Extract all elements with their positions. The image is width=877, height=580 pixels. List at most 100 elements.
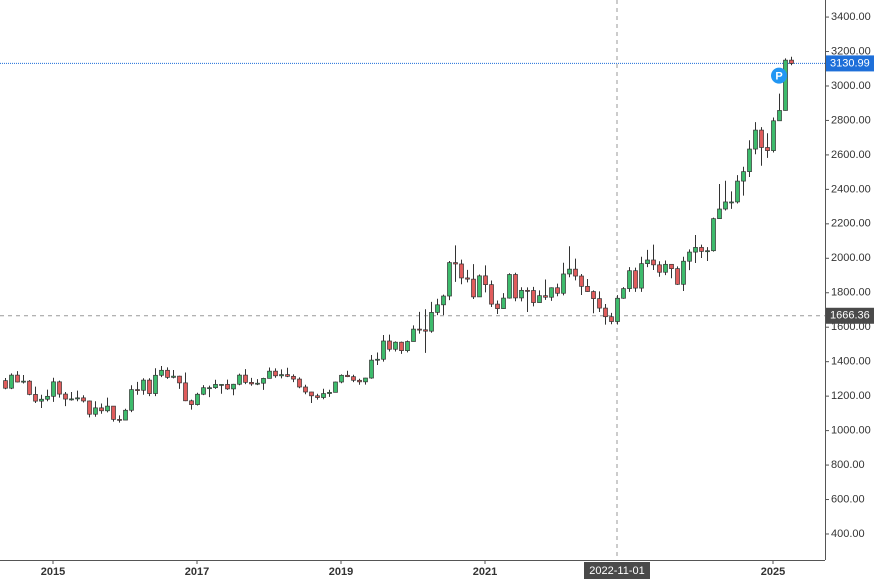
candle-body — [141, 379, 146, 391]
candle-body — [639, 263, 644, 289]
candle-body — [777, 110, 782, 122]
candle-body — [9, 374, 14, 389]
candle-body — [465, 277, 470, 280]
candle-body — [663, 263, 668, 273]
candle-body — [567, 268, 572, 275]
candle-body — [123, 409, 128, 421]
candle-body — [429, 312, 434, 332]
candle-body — [717, 208, 722, 220]
candle-body — [729, 201, 734, 204]
candle-body — [261, 378, 266, 384]
candle-body — [735, 180, 740, 203]
candle-body — [159, 369, 164, 376]
candle-body — [531, 290, 536, 303]
candle-body — [675, 268, 680, 285]
y-tick-label: 800.00 — [831, 459, 865, 471]
candle-body — [243, 374, 248, 383]
candle-body — [153, 374, 158, 394]
candle-body — [399, 341, 404, 351]
crosshair-y-box — [826, 307, 874, 324]
marker-label: P — [775, 71, 782, 83]
candle-body — [459, 263, 464, 279]
candle-body — [315, 395, 320, 398]
candle-body — [369, 359, 374, 379]
last-price-label: 3130.99 — [830, 57, 870, 69]
candle-body — [57, 381, 62, 395]
candle-body — [699, 247, 704, 252]
candle-body — [417, 328, 422, 331]
candle-body — [609, 316, 614, 322]
candle-body — [33, 394, 38, 402]
candle-body — [759, 129, 764, 148]
candle-body — [129, 389, 134, 411]
candle-body — [345, 374, 350, 378]
candle-body — [99, 407, 104, 412]
candle-body — [105, 405, 110, 412]
candle-body — [753, 129, 758, 150]
candle-body — [297, 378, 302, 388]
candle-body — [711, 218, 716, 252]
candle-body — [303, 386, 308, 393]
candle-body — [21, 380, 26, 383]
y-tick-label: 1400.00 — [831, 356, 871, 368]
y-tick-label: 400.00 — [831, 528, 865, 540]
candle-body — [357, 379, 362, 383]
candle-body — [483, 275, 488, 286]
candle-body — [645, 259, 650, 264]
candle-body — [423, 329, 428, 332]
y-tick-label: 2200.00 — [831, 218, 871, 230]
candle-body — [207, 387, 212, 390]
candle-body — [237, 374, 242, 385]
x-tick-label: 2021 — [473, 566, 497, 578]
candle-body — [579, 275, 584, 287]
candle-body — [27, 380, 32, 395]
candle-body — [213, 384, 218, 389]
candle-body — [189, 400, 194, 405]
candle-body — [51, 381, 56, 397]
candle-body — [747, 148, 752, 172]
candle-body — [39, 398, 44, 402]
y-tick-label: 3000.00 — [831, 80, 871, 92]
candle-body — [651, 259, 656, 266]
candle-body — [765, 147, 770, 151]
candle-body — [633, 270, 638, 289]
candle-body — [249, 382, 254, 385]
y-tick-label: 2600.00 — [831, 149, 871, 161]
candle-body — [525, 289, 530, 292]
candle-body — [231, 383, 236, 390]
candle-body — [489, 284, 494, 305]
candle-body — [177, 375, 182, 384]
crosshair-x-box — [584, 562, 650, 579]
candle-body — [657, 264, 662, 273]
candle-body — [93, 407, 98, 415]
candle-body — [693, 247, 698, 253]
candle-body — [171, 375, 176, 378]
candle-body — [63, 393, 68, 400]
marker — [771, 67, 787, 84]
candle-body — [321, 393, 326, 398]
y-tick-label: 1600.00 — [831, 321, 871, 333]
candle-body — [741, 171, 746, 182]
candle-body — [501, 297, 506, 309]
candle-body — [477, 275, 482, 298]
candle-body — [687, 251, 692, 262]
y-tick-label: 600.00 — [831, 493, 865, 505]
last-price-box — [826, 55, 874, 72]
x-tick-label: 2025 — [761, 566, 785, 578]
candle-body — [705, 250, 710, 253]
candle-body — [255, 382, 260, 385]
candle-body — [387, 340, 392, 350]
candle-body — [789, 59, 794, 64]
crosshair-x-label: 2022-11-01 — [589, 565, 644, 577]
candle-body — [219, 384, 224, 386]
candle-body — [681, 260, 686, 285]
y-tick-label: 1000.00 — [831, 425, 871, 437]
candle-body — [783, 59, 788, 111]
candle-body — [165, 369, 170, 378]
candle-body — [135, 389, 140, 391]
candle-body — [339, 374, 344, 383]
candle-body — [615, 297, 620, 322]
candle-body — [669, 263, 674, 269]
